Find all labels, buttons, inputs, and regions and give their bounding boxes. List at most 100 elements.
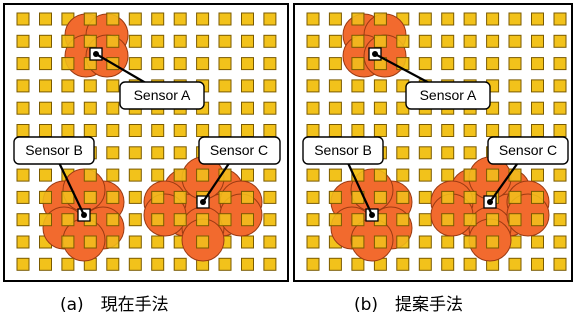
grid-square	[39, 257, 52, 271]
grid-square	[263, 57, 277, 71]
grid-square-covered	[241, 190, 254, 204]
grid-square	[418, 34, 432, 48]
grid-square	[173, 124, 187, 137]
grid-square	[486, 34, 500, 48]
grid-square	[263, 12, 277, 26]
grid-square	[151, 124, 165, 137]
grid-square-covered	[351, 57, 365, 71]
grid-square	[351, 124, 365, 137]
grid-square-covered	[196, 168, 210, 182]
grid-square	[441, 57, 455, 71]
sensor-a-label: Sensor A	[134, 87, 191, 103]
grid-square	[418, 12, 432, 26]
grid-square	[328, 257, 342, 271]
grid-square	[531, 235, 544, 249]
grid-square	[418, 168, 432, 182]
grid-square-covered	[373, 12, 387, 26]
grid-square	[553, 168, 567, 182]
sensor-c-label: Sensor C	[499, 142, 557, 158]
grid-square	[553, 12, 567, 26]
grid-square	[151, 235, 165, 249]
grid-square-covered	[441, 190, 455, 204]
grid-square	[328, 101, 342, 115]
grid-square-covered	[328, 190, 342, 204]
grid-square	[241, 101, 254, 115]
grid-square	[128, 146, 142, 160]
grid-square	[441, 12, 455, 26]
grid-square	[151, 57, 165, 71]
grid-square	[263, 257, 277, 271]
grid-square	[61, 101, 75, 115]
grid-square	[83, 124, 97, 137]
grid-square	[328, 57, 342, 71]
grid-square-covered	[218, 190, 232, 204]
grid-square	[106, 101, 120, 115]
grid-square	[218, 124, 232, 137]
grid-square	[508, 79, 522, 93]
grid-square	[196, 12, 210, 26]
grid-square-covered	[106, 34, 120, 48]
grid-square-covered	[373, 168, 387, 182]
grid-square	[328, 168, 342, 182]
grid-square	[553, 190, 567, 204]
grid-square	[218, 101, 232, 115]
grid-square	[241, 124, 254, 137]
grid-square	[16, 213, 30, 227]
grid-square-covered	[486, 213, 500, 227]
grid-square	[441, 146, 455, 160]
grid-square	[553, 57, 567, 71]
grid-square-covered	[83, 168, 97, 182]
grid-square-covered	[241, 213, 254, 227]
sensor-callouts: Sensor A Sensor B Sensor C	[13, 53, 281, 216]
grid-square	[553, 34, 567, 48]
grid-square	[218, 12, 232, 26]
grid-square-covered	[508, 190, 522, 204]
grid-square	[486, 124, 500, 137]
grid-square-covered	[61, 213, 75, 227]
grid-square	[373, 124, 387, 137]
grid-square	[396, 146, 410, 160]
grid-square-covered	[373, 34, 387, 48]
grid-square	[196, 57, 210, 71]
grid-square-covered	[463, 168, 477, 182]
grid-square-covered	[396, 235, 410, 249]
grid-square-covered	[173, 213, 187, 227]
grid-square	[306, 12, 320, 26]
grid-square	[306, 190, 320, 204]
grid-square-covered	[196, 213, 210, 227]
grid-square	[328, 34, 342, 48]
sensor-c-label-box	[487, 136, 569, 165]
sensor-c-label-box	[198, 136, 281, 165]
grid-square-covered	[83, 34, 97, 48]
grid-square	[241, 34, 254, 48]
grid-square	[328, 12, 342, 26]
grid-square	[418, 190, 432, 204]
grid-square	[306, 257, 320, 271]
grid-square-covered	[61, 235, 75, 249]
grid-square-covered	[151, 213, 165, 227]
grid-square	[463, 12, 477, 26]
grid-square	[16, 79, 30, 93]
grid-square	[241, 235, 254, 249]
grid-square	[128, 12, 142, 26]
grid-square	[173, 34, 187, 48]
grid-square-covered	[396, 190, 410, 204]
grid-square-covered	[83, 235, 97, 249]
grid-square	[306, 235, 320, 249]
grid-square	[173, 12, 187, 26]
grid-squares-overlay	[39, 12, 254, 249]
grid-square	[16, 257, 30, 271]
grid-square	[263, 34, 277, 48]
grid-square	[531, 124, 544, 137]
sensor-a-label-box	[119, 81, 205, 110]
grid-square	[173, 57, 187, 71]
grid-square	[128, 257, 142, 271]
panel-current-method: Sensor A Sensor B Sensor C	[3, 3, 289, 282]
grid-square	[531, 168, 544, 182]
grid-square	[486, 12, 500, 26]
panel-proposed-method: Sensor A Sensor B Sensor C	[293, 3, 573, 282]
grid-square	[128, 235, 142, 249]
grid-square	[151, 12, 165, 26]
caption-proposed-method: (b) 提案手法	[354, 295, 464, 315]
grid-square-covered	[106, 213, 120, 227]
